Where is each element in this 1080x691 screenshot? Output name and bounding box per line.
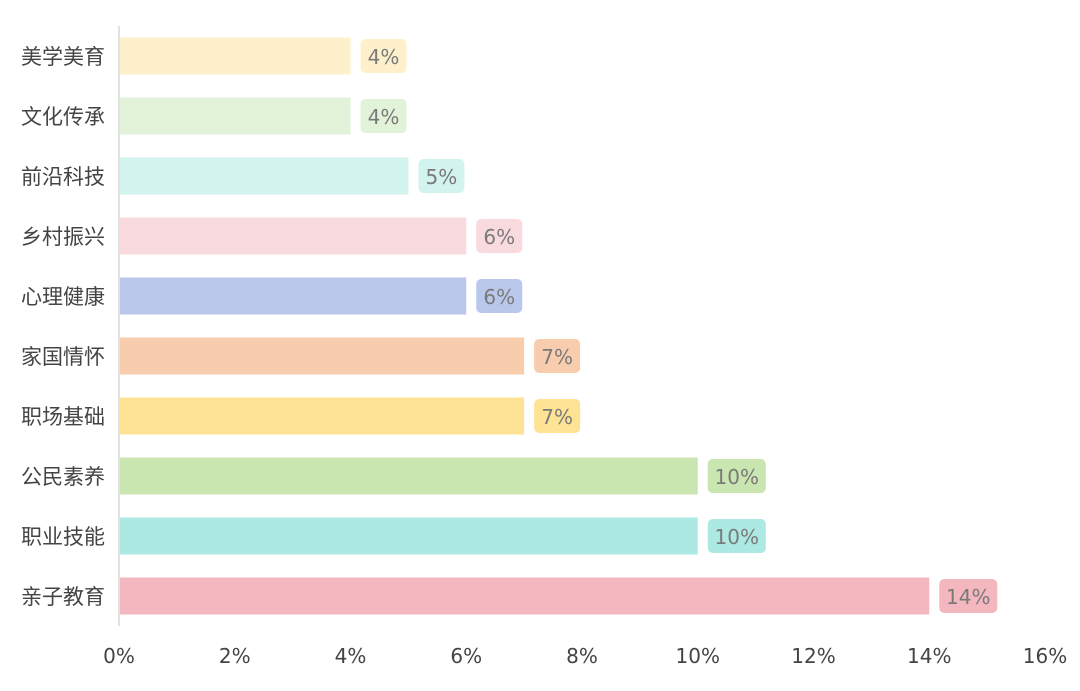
data-label-badge: [534, 339, 581, 373]
bar-row: 家国情怀 7%: [21, 337, 581, 375]
x-tick-label: 4%: [335, 644, 367, 668]
bar-row: 职场基础 7%: [21, 397, 581, 435]
bar[interactable]: [120, 217, 467, 255]
data-label: 7%: [541, 405, 573, 429]
category-label: 前沿科技: [21, 165, 105, 189]
data-label: 6%: [483, 225, 515, 249]
data-label-badge: [939, 579, 998, 613]
data-label-badge: [360, 99, 407, 133]
data-label-badge: [707, 459, 766, 493]
bar-row: 心理健康 6%: [21, 277, 523, 315]
bar-row: 文化传承 4%: [21, 97, 407, 135]
x-tick-label: 2%: [219, 644, 251, 668]
x-tick-label: 12%: [791, 644, 835, 668]
x-tick-label: 14%: [907, 644, 951, 668]
bar[interactable]: [120, 37, 351, 75]
category-label: 美学美育: [21, 45, 105, 69]
bar-row: 公民素养 10%: [21, 457, 766, 495]
data-label: 5%: [426, 165, 458, 189]
data-label-badge: [534, 399, 581, 433]
data-label: 4%: [368, 105, 400, 129]
data-label: 4%: [368, 45, 400, 69]
data-label: 10%: [715, 525, 759, 549]
x-tick-label: 10%: [676, 644, 720, 668]
data-label-badge: [476, 279, 523, 313]
x-tick-label: 6%: [450, 644, 482, 668]
category-label: 乡村振兴: [21, 225, 105, 249]
data-label-badge: [418, 159, 465, 193]
bar-row: 美学美育 4%: [21, 37, 407, 75]
data-label-badge: [360, 39, 407, 73]
bar-row: 职业技能 10%: [21, 517, 766, 555]
bar[interactable]: [120, 577, 930, 615]
bar[interactable]: [120, 397, 525, 435]
bar-row: 亲子教育 14%: [21, 577, 998, 615]
bar-row: 乡村振兴 6%: [21, 217, 523, 255]
bar[interactable]: [120, 337, 525, 375]
x-tick-label: 16%: [1023, 644, 1067, 668]
category-label: 家国情怀: [21, 345, 105, 369]
category-label: 职业技能: [21, 525, 105, 549]
bar[interactable]: [120, 97, 351, 135]
data-label-badge: [476, 219, 523, 253]
bar[interactable]: [120, 457, 698, 495]
data-label: 10%: [715, 465, 759, 489]
bar[interactable]: [120, 517, 698, 555]
data-label: 14%: [946, 585, 990, 609]
x-tick-label: 0%: [103, 644, 135, 668]
category-label: 文化传承: [21, 105, 105, 129]
bar[interactable]: [120, 157, 409, 195]
data-label: 6%: [483, 285, 515, 309]
data-label: 7%: [541, 345, 573, 369]
x-tick-label: 8%: [566, 644, 598, 668]
category-label: 心理健康: [21, 285, 105, 309]
bar[interactable]: [120, 277, 467, 315]
data-label-badge: [707, 519, 766, 553]
bar-row: 前沿科技 5%: [21, 157, 465, 195]
category-label: 亲子教育: [21, 585, 105, 609]
category-label: 职场基础: [21, 405, 105, 429]
category-label: 公民素养: [21, 465, 105, 489]
